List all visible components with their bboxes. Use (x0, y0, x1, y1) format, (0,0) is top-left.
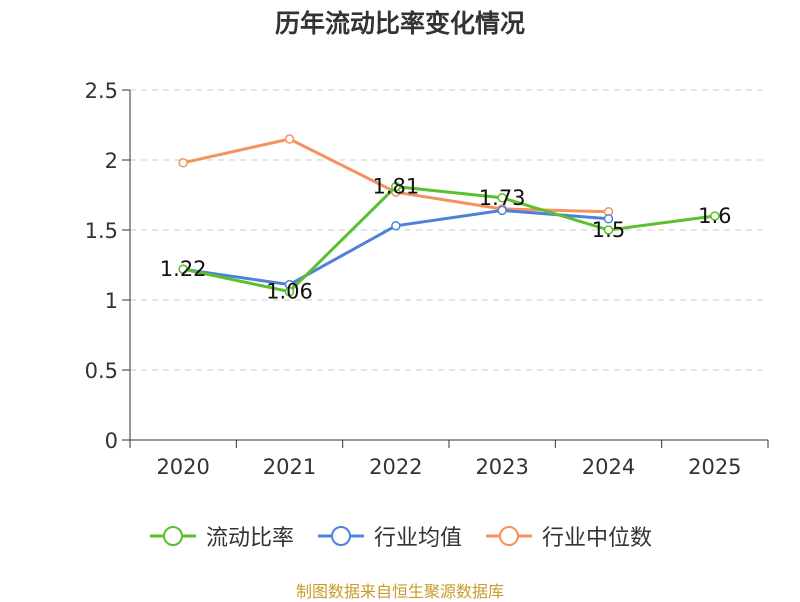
legend-item-3[interactable]: 行业中位数 (484, 520, 652, 552)
legend-marker-icon (486, 526, 532, 546)
source-note: 制图数据来自恒生聚源数据库 (295, 582, 504, 601)
y-tick-label: 2 (105, 149, 118, 173)
legend-marker-icon (149, 526, 196, 546)
legend-marker-icon (317, 526, 364, 546)
legend-item-1[interactable]: 流动比率 (148, 520, 294, 552)
series-point-2 (497, 205, 507, 216)
y-tick-label: 2.5 (85, 79, 118, 103)
grid-lines (130, 89, 768, 371)
legend-marker-circle (330, 526, 351, 546)
x-tick-label: 2021 (263, 455, 316, 479)
data-label: 1.73 (479, 186, 526, 210)
data-label: 1.81 (372, 175, 419, 199)
legend-label: 行业均值 (373, 526, 462, 551)
series-point-1 (391, 181, 401, 192)
y-tick-label: 0 (105, 429, 118, 453)
chart-title: 历年流动比率变化情况 (274, 9, 525, 38)
data-label: 1.22 (160, 257, 207, 281)
y-tick-label: 1 (105, 289, 118, 313)
series-point-1 (178, 264, 188, 274)
series-point-1 (284, 286, 295, 297)
legend-label: 流动比率 (205, 526, 294, 551)
series-line-1 (182, 185, 716, 294)
data-label: 1.06 (266, 280, 313, 304)
series-lines (178, 134, 720, 297)
legend-marker-circle (162, 526, 183, 546)
series-point-3 (178, 158, 188, 168)
axes: 0 0.5 1 1.5 2 2.5 2020 2021 2022 2023 2024 2025 (85, 79, 769, 479)
series-point-1 (603, 225, 614, 235)
data-labels: 1.22 1.06 1.81 1.73 1.5 1.6 (160, 175, 732, 304)
y-tick-label: 0.5 (85, 359, 118, 383)
y-tick-label: 1.5 (85, 219, 118, 243)
x-tick-label: 2022 (369, 455, 422, 479)
legend-item-2[interactable]: 行业均值 (316, 520, 462, 552)
x-tick-label: 2020 (156, 455, 209, 479)
x-tick-label: 2023 (475, 455, 528, 479)
legend: 流动比率 行业均值 行业中位数 (0, 520, 800, 552)
x-tick-label: 2024 (582, 455, 635, 479)
legend-marker-circle (499, 526, 519, 546)
data-label: 1.5 (592, 218, 625, 242)
data-label: 1.6 (698, 204, 731, 228)
series-point-2 (391, 221, 401, 231)
legend-label: 行业中位数 (542, 526, 653, 551)
series-point-1 (497, 193, 507, 203)
x-tick-label: 2025 (688, 455, 741, 479)
series-point-1 (710, 211, 720, 221)
series-point-2 (603, 214, 614, 224)
series-point-3 (284, 134, 295, 144)
